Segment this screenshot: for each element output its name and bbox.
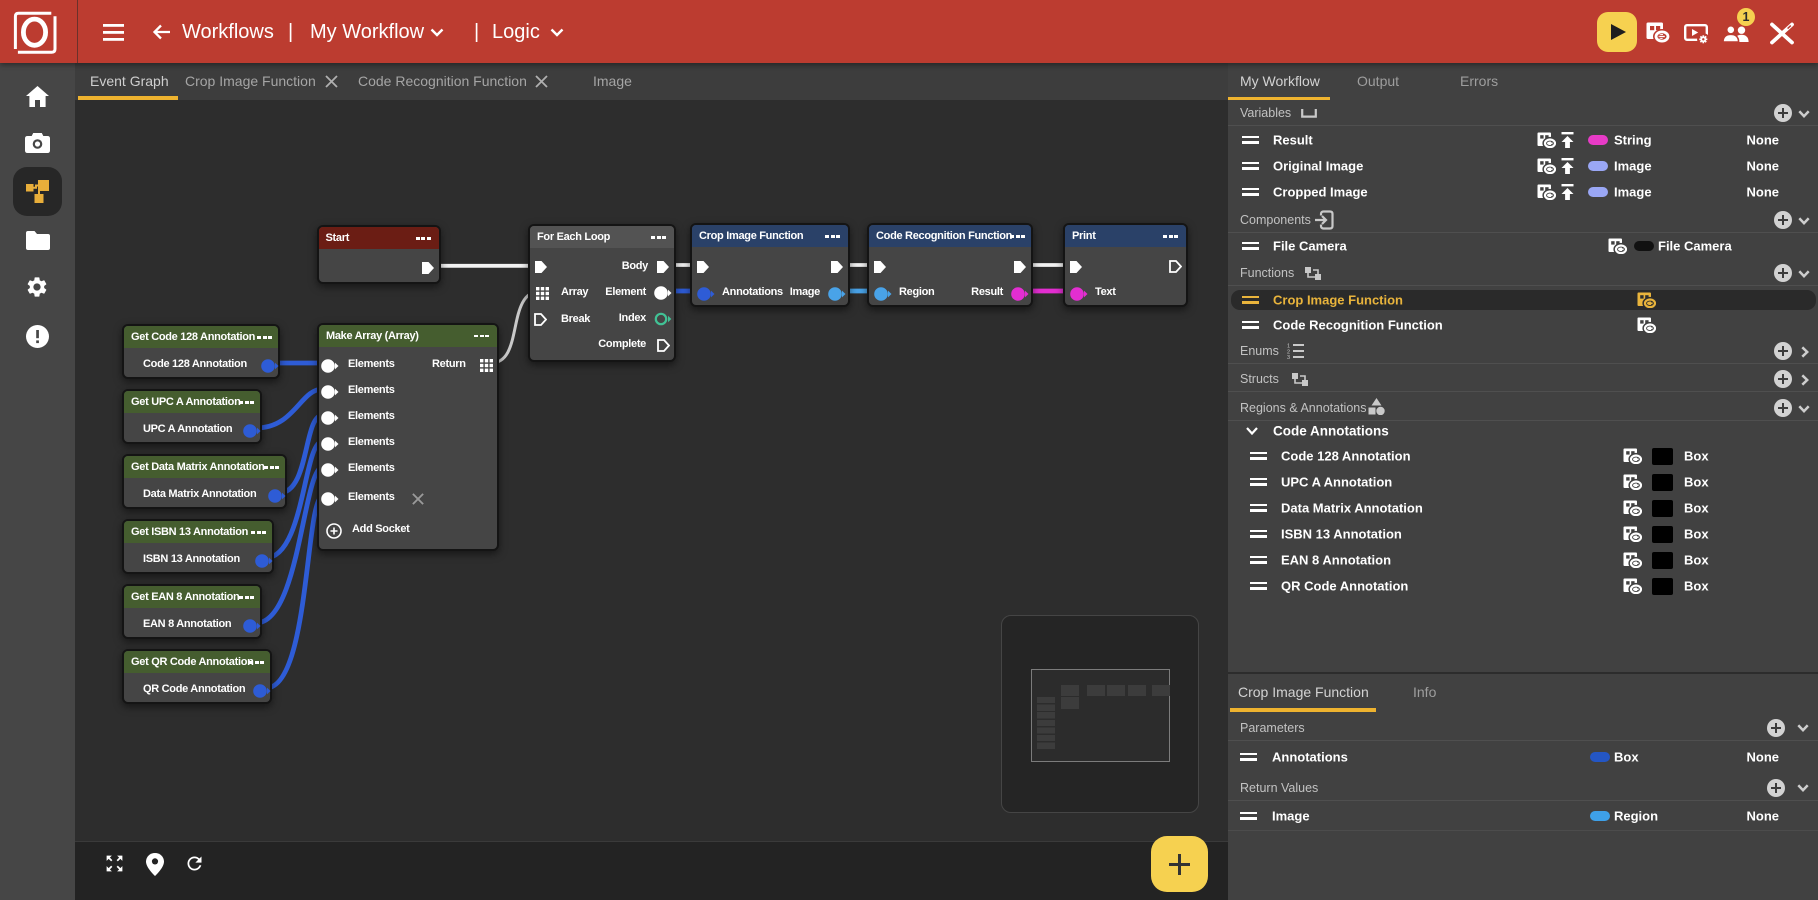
svg-text:2: 2	[1287, 350, 1290, 356]
svg-text:1: 1	[1287, 344, 1290, 350]
svg-text:3: 3	[1287, 355, 1290, 359]
